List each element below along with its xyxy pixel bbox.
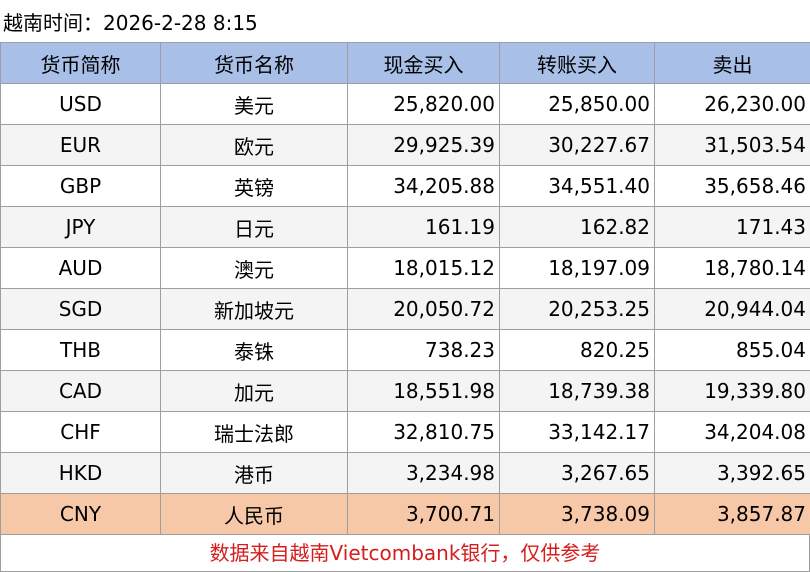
column-header-sell: 卖出: [654, 42, 810, 84]
currency-code-cell: GBP: [0, 165, 161, 207]
transfer-buy-cell: 34,551.40: [499, 165, 655, 207]
table-row: SGD 新加坡元 20,050.72 20,253.25 20,944.04: [0, 288, 810, 330]
currency-code-cell: USD: [0, 83, 161, 125]
currency-name-cell: 人民币: [160, 493, 348, 535]
currency-code-cell: CHF: [0, 411, 161, 453]
cash-buy-cell: 25,820.00: [347, 83, 500, 125]
currency-name-cell: 日元: [160, 206, 348, 248]
page-title: 越南时间：2026-2-28 8:15: [3, 11, 258, 35]
currency-code-cell: JPY: [0, 206, 161, 248]
currency-name-cell: 新加坡元: [160, 288, 348, 330]
transfer-buy-cell: 3,738.09: [499, 493, 655, 535]
cash-buy-cell: 29,925.39: [347, 124, 500, 166]
table-row: USD 美元 25,820.00 25,850.00 26,230.00: [0, 83, 810, 125]
sell-cell: 3,392.65: [654, 452, 810, 494]
currency-name-cell: 美元: [160, 83, 348, 125]
transfer-buy-cell: 18,197.09: [499, 247, 655, 289]
cash-buy-cell: 18,015.12: [347, 247, 500, 289]
table-header-row: 货币简称 货币名称 现金买入 转账买入 卖出: [0, 42, 810, 84]
column-header-name: 货币名称: [160, 42, 348, 84]
sell-cell: 855.04: [654, 329, 810, 371]
sell-cell: 31,503.54: [654, 124, 810, 166]
currency-name-cell: 英镑: [160, 165, 348, 207]
transfer-buy-cell: 33,142.17: [499, 411, 655, 453]
sell-cell: 34,204.08: [654, 411, 810, 453]
cash-buy-cell: 738.23: [347, 329, 500, 371]
currency-code-cell: CAD: [0, 370, 161, 412]
column-header-transfer-buy: 转账买入: [499, 42, 655, 84]
table-row: EUR 欧元 29,925.39 30,227.67 31,503.54: [0, 124, 810, 166]
sell-cell: 19,339.80: [654, 370, 810, 412]
sell-cell: 26,230.00: [654, 83, 810, 125]
table-row: CAD 加元 18,551.98 18,739.38 19,339.80: [0, 370, 810, 412]
transfer-buy-cell: 25,850.00: [499, 83, 655, 125]
sell-cell: 18,780.14: [654, 247, 810, 289]
currency-code-cell: AUD: [0, 247, 161, 289]
currency-name-cell: 瑞士法郎: [160, 411, 348, 453]
transfer-buy-cell: 820.25: [499, 329, 655, 371]
currency-code-cell: THB: [0, 329, 161, 371]
column-header-cash-buy: 现金买入: [347, 42, 500, 84]
currency-name-cell: 泰铢: [160, 329, 348, 371]
currency-code-cell: EUR: [0, 124, 161, 166]
cash-buy-cell: 3,700.71: [347, 493, 500, 535]
cash-buy-cell: 3,234.98: [347, 452, 500, 494]
table-row: AUD 澳元 18,015.12 18,197.09 18,780.14: [0, 247, 810, 289]
currency-name-cell: 港币: [160, 452, 348, 494]
cash-buy-cell: 161.19: [347, 206, 500, 248]
transfer-buy-cell: 162.82: [499, 206, 655, 248]
transfer-buy-cell: 18,739.38: [499, 370, 655, 412]
table-row: CHF 瑞士法郎 32,810.75 33,142.17 34,204.08: [0, 411, 810, 453]
table-row: THB 泰铢 738.23 820.25 855.04: [0, 329, 810, 371]
column-header-code: 货币简称: [0, 42, 161, 84]
table-row: JPY 日元 161.19 162.82 171.43: [0, 206, 810, 248]
currency-code-cell: SGD: [0, 288, 161, 330]
sell-cell: 171.43: [654, 206, 810, 248]
transfer-buy-cell: 20,253.25: [499, 288, 655, 330]
cash-buy-cell: 32,810.75: [347, 411, 500, 453]
currency-name-cell: 澳元: [160, 247, 348, 289]
source-note: 数据来自越南Vietcombank银行，仅供参考: [0, 535, 810, 572]
exchange-rate-table: 货币简称 货币名称 现金买入 转账买入 卖出 USD 美元 25,820.00 …: [0, 42, 810, 535]
sell-cell: 35,658.46: [654, 165, 810, 207]
table-row: HKD 港币 3,234.98 3,267.65 3,392.65: [0, 452, 810, 494]
table-row: GBP 英镑 34,205.88 34,551.40 35,658.46: [0, 165, 810, 207]
currency-code-cell: CNY: [0, 493, 161, 535]
cash-buy-cell: 20,050.72: [347, 288, 500, 330]
cash-buy-cell: 18,551.98: [347, 370, 500, 412]
cash-buy-cell: 34,205.88: [347, 165, 500, 207]
currency-name-cell: 加元: [160, 370, 348, 412]
currency-name-cell: 欧元: [160, 124, 348, 166]
sell-cell: 20,944.04: [654, 288, 810, 330]
table-row-highlighted: CNY 人民币 3,700.71 3,738.09 3,857.87: [0, 493, 810, 535]
sell-cell: 3,857.87: [654, 493, 810, 535]
transfer-buy-cell: 30,227.67: [499, 124, 655, 166]
transfer-buy-cell: 3,267.65: [499, 452, 655, 494]
currency-code-cell: HKD: [0, 452, 161, 494]
